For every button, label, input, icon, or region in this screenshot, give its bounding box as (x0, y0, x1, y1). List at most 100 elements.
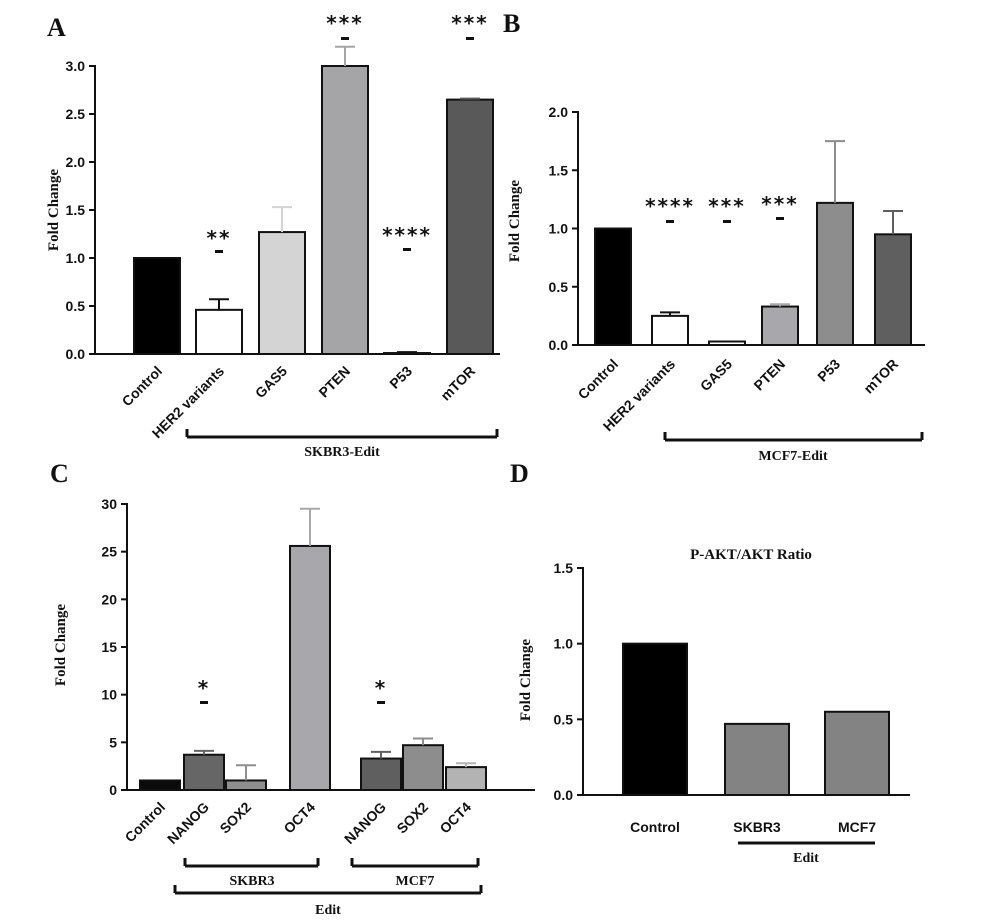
category-label: SOX2 (216, 799, 254, 837)
significance-dash (466, 37, 474, 40)
y-axis-label: Fold Change (53, 604, 69, 686)
y-tick-label: 0.5 (549, 279, 569, 295)
y-tick-label: 2.5 (66, 106, 86, 122)
bar-7 (445, 766, 487, 791)
category-label: P53 (386, 363, 415, 392)
y-axis-label: Fold Change (507, 180, 523, 262)
bar-1 (133, 257, 181, 355)
category-label: PTEN (315, 363, 353, 401)
bar-3 (824, 710, 890, 796)
bar-2 (651, 314, 689, 346)
y-tick-label: 0.5 (554, 711, 574, 727)
category-label: P53 (814, 356, 843, 385)
significance-dash (403, 248, 411, 251)
chart-title: P-AKT/AKT Ratio (690, 547, 812, 563)
y-tick-label: 2.0 (549, 104, 569, 120)
y-tick-label: 15 (101, 639, 117, 655)
bar-1 (594, 227, 632, 346)
category-label: NANOG (341, 799, 389, 847)
y-tick-label: 1.5 (554, 560, 574, 576)
y-tick-label: 1.5 (549, 162, 569, 178)
category-label: NANOG (164, 799, 212, 847)
significance-label: * (375, 676, 387, 700)
bar-3 (708, 340, 746, 347)
bar-6 (402, 744, 444, 792)
significance-dash (723, 220, 731, 223)
y-tick-label: 10 (101, 687, 117, 703)
panel-letter-d: D (510, 459, 529, 488)
group-label-mcf7-edit: MCF7-Edit (758, 449, 828, 464)
significance-label: **** (645, 194, 695, 218)
y-tick-label: 20 (101, 591, 117, 607)
y-tick-label: 1.0 (549, 221, 569, 237)
y-tick-label: 0.0 (554, 787, 574, 803)
bar-4 (761, 305, 799, 346)
panel-c-chart: Fold Change051015202530ControlNANOG*SOX2… (53, 496, 535, 918)
bar-2 (183, 753, 225, 792)
category-label: Control (575, 356, 622, 403)
bar-5 (383, 352, 431, 356)
bar-3 (225, 779, 267, 792)
group-label-skbr3-edit: SKBR3-Edit (304, 445, 380, 460)
significance-label: ** (207, 226, 232, 250)
bar-2 (195, 308, 243, 355)
y-tick-label: 0.0 (549, 337, 569, 353)
bar-4 (321, 65, 369, 355)
category-label: mTOR (437, 363, 478, 404)
significance-dash (341, 37, 349, 40)
category-label: GAS5 (697, 356, 735, 394)
panel-letter-b: B (503, 9, 520, 38)
significance-label: *** (451, 11, 488, 35)
y-tick-label: 0.0 (66, 346, 86, 362)
panel-d-chart: P-AKT/AKT Ratio Fold Change 0.0 0.5 1.0 1.5 Co… (518, 547, 910, 866)
category-label: GAS5 (252, 363, 290, 401)
significance-label: *** (326, 11, 363, 35)
category-label: OCT4 (436, 799, 474, 837)
y-tick-label: 25 (101, 544, 117, 560)
significance-dash (776, 217, 784, 220)
y-tick-label: 3.0 (66, 58, 86, 74)
y-tick-label: 0 (109, 782, 117, 798)
panel-letter-a: A (47, 13, 66, 42)
category-label: Control (122, 799, 169, 846)
y-axis-label: Fold Change (46, 169, 62, 251)
category-label: PTEN (750, 356, 788, 394)
group-label-edit: Edit (793, 851, 819, 866)
bar-5 (816, 201, 854, 346)
panel-a-chart: Fold Change0.00.51.01.52.02.53.0ControlH… (46, 11, 500, 460)
category-label: SOX2 (393, 799, 431, 837)
y-tick-label: 30 (101, 496, 117, 512)
bar-1 (139, 779, 181, 792)
bar-5 (360, 757, 402, 791)
bar-3 (258, 231, 306, 355)
y-tick-label: 0.5 (66, 298, 86, 314)
category-label: Control (630, 819, 680, 835)
y-tick-label: 5 (109, 734, 117, 750)
significance-label: *** (708, 194, 745, 218)
significance-label: **** (382, 223, 432, 247)
y-tick-label: 2.0 (66, 154, 86, 170)
group-label-skbr3: SKBR3 (229, 874, 274, 889)
bar-2 (724, 722, 790, 797)
category-label: mTOR (860, 356, 901, 397)
category-label: MCF7 (838, 819, 876, 835)
group-label-edit: Edit (315, 903, 341, 918)
panel-letter-c: C (50, 459, 69, 488)
y-tick-label: 1.5 (66, 202, 86, 218)
category-label: Control (119, 363, 166, 410)
bar-1 (622, 642, 688, 797)
significance-dash (666, 220, 674, 223)
significance-dash (215, 250, 223, 253)
bar-4 (289, 544, 331, 791)
y-tick-label: 1.0 (66, 250, 86, 266)
category-label: SKBR3 (733, 819, 781, 835)
bar-6 (446, 98, 494, 355)
y-tick-label: 1.0 (554, 636, 574, 652)
bar-6 (874, 233, 912, 346)
significance-label: * (198, 676, 210, 700)
significance-dash (200, 701, 208, 704)
y-axis-label: Fold Change (518, 639, 534, 721)
